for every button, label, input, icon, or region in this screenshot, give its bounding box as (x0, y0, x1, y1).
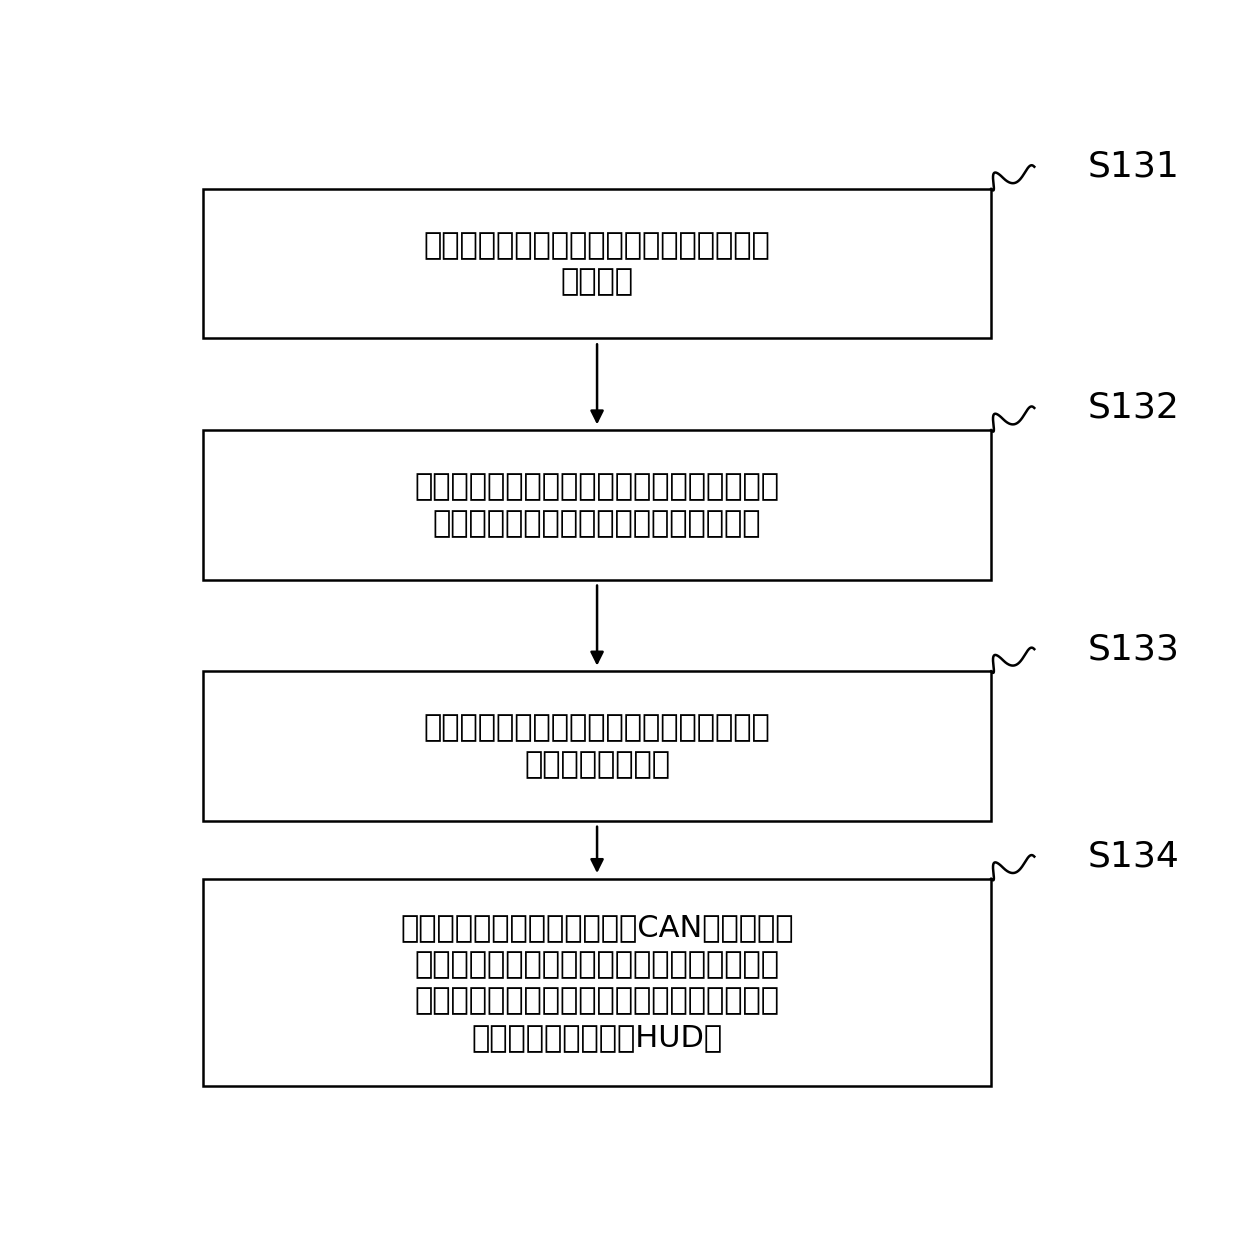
Text: S131: S131 (1087, 150, 1179, 184)
Text: S134: S134 (1087, 840, 1179, 873)
Bar (203, 878, 991, 1086)
Text: 通知信号: 通知信号 (560, 268, 634, 297)
Text: 号时关闭图像显示: 号时关闭图像显示 (525, 751, 670, 779)
Bar (203, 672, 991, 821)
Text: S132: S132 (1087, 391, 1179, 425)
Text: 信息发送至所述汽车HUD上: 信息发送至所述汽车HUD上 (471, 1022, 723, 1053)
Text: 所述视频模块在接收到所述停止视频输出信: 所述视频模块在接收到所述停止视频输出信 (424, 713, 770, 742)
Text: 所述控制器在接收到所述启动完成通知信号时: 所述控制器在接收到所述启动完成通知信号时 (414, 472, 780, 501)
Bar (203, 189, 991, 338)
Text: ，向所述视频模块发送停止视频输出信号: ，向所述视频模块发送停止视频输出信号 (433, 509, 761, 538)
Text: 车辆行驶信息，并将所述车辆行驶信息发送至: 车辆行驶信息，并将所述车辆行驶信息发送至 (414, 950, 780, 979)
Text: S133: S133 (1087, 633, 1179, 667)
Text: 车机的控制系统向所述控制器发送启动完成: 车机的控制系统向所述控制器发送启动完成 (424, 231, 770, 259)
Text: 所述车机的屏幕进行显示，并将所述车辆行驶: 所述车机的屏幕进行显示，并将所述车辆行驶 (414, 986, 780, 1015)
Bar (203, 430, 991, 580)
Text: 所述车机的控制系统从车辆的CAN信号中获取: 所述车机的控制系统从车辆的CAN信号中获取 (401, 913, 794, 942)
